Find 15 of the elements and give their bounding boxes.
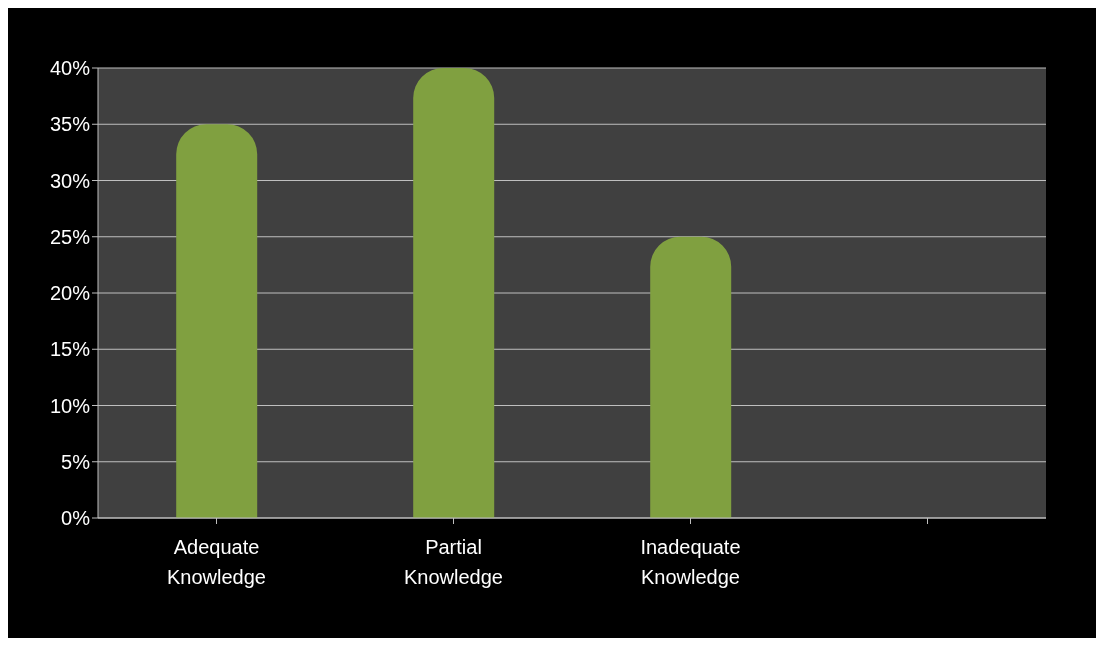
x-tick-label: Inadequate Knowledge [640, 536, 741, 588]
y-tick-label: 10% [49, 394, 91, 417]
y-tick-label: 30% [49, 169, 91, 192]
bar [176, 124, 258, 518]
x-tick-label: Partial Knowledge [404, 536, 503, 588]
bar [413, 68, 495, 518]
x-tick-label: Adequate Knowledge [167, 536, 266, 588]
y-tick-label: 0% [61, 507, 91, 530]
y-tick-label: 35% [49, 113, 91, 136]
y-tick-label: 5% [61, 450, 91, 473]
y-tick-label: 15% [49, 338, 91, 361]
y-tick-label: 20% [49, 282, 91, 305]
y-tick-label: 25% [49, 225, 91, 248]
bar [650, 236, 732, 518]
y-tick-label: 40% [49, 57, 91, 80]
